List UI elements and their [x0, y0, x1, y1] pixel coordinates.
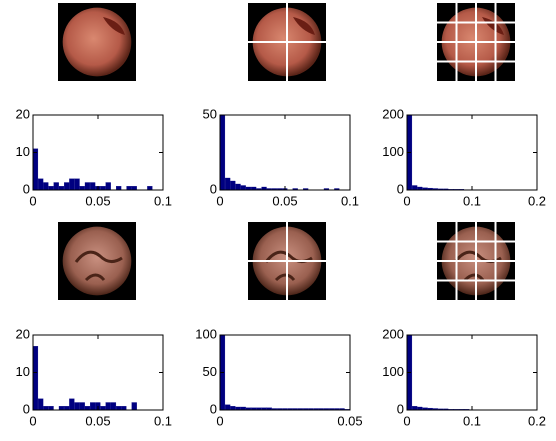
x-tick-label: 0.05: [85, 193, 110, 208]
histogram-bar: [100, 406, 106, 411]
histogram-bar: [147, 186, 153, 191]
x-tick-label: 0.2: [528, 413, 546, 428]
y-tick-label: 20: [16, 106, 30, 121]
histogram-panel: 0 50 100 0 0.05: [195, 326, 362, 428]
y-tick-label: 0: [23, 401, 30, 416]
x-tick-label: 0.1: [154, 193, 172, 208]
y-tick-label: 200: [382, 326, 404, 341]
histogram-bar: [58, 186, 65, 191]
x-tick-label: 0: [216, 413, 223, 428]
axes-background: [407, 115, 537, 190]
axes-background: [220, 115, 350, 190]
histogram-bar: [38, 398, 44, 411]
image-shadow: [293, 17, 315, 35]
histogram-bar: [116, 406, 122, 411]
x-tick-label: 0.05: [272, 193, 297, 208]
y-tick-label: 0: [210, 401, 217, 416]
histogram-bar: [58, 406, 65, 411]
y-tick-label: 100: [382, 364, 404, 379]
histogram-bar: [100, 186, 106, 191]
endoscopy-image: [62, 226, 132, 296]
histogram-bar: [131, 186, 137, 191]
x-tick-label: 0: [403, 193, 410, 208]
y-tick-label: 100: [382, 144, 404, 159]
x-tick-label: 0.1: [341, 193, 359, 208]
histogram-bar: [48, 186, 54, 191]
histogram-bar: [219, 114, 226, 191]
histogram-bar: [116, 186, 122, 191]
histogram-bar: [69, 178, 75, 191]
histogram-bar: [79, 402, 85, 411]
histogram-panel: 0 10 20 0 0.05 0.1: [16, 106, 173, 208]
x-tick-label: 0.05: [337, 413, 362, 428]
histogram-bar: [225, 404, 231, 411]
histogram-bar: [110, 402, 117, 411]
y-tick-label: 0: [23, 181, 30, 196]
histogram-bar: [32, 346, 39, 411]
y-tick-label: 100: [195, 326, 217, 341]
histogram-bar: [90, 402, 96, 411]
y-tick-label: 50: [203, 364, 217, 379]
histogram-bar: [38, 178, 44, 191]
image-fold: [74, 250, 123, 282]
histogram-bar: [126, 186, 132, 191]
histogram-bar: [105, 182, 111, 191]
x-tick-label: 0.1: [463, 413, 481, 428]
histogram-bar: [84, 182, 91, 191]
y-tick-label: 200: [382, 106, 404, 121]
x-tick-label: 0: [403, 413, 410, 428]
y-tick-label: 0: [210, 181, 217, 196]
y-tick-label: 0: [397, 401, 404, 416]
histogram-bar: [412, 406, 418, 411]
histogram-bar: [43, 406, 49, 411]
image-shadow: [103, 17, 125, 35]
y-tick-label: 0: [397, 181, 404, 196]
histogram-bar: [69, 398, 75, 411]
histogram-bar: [48, 406, 54, 411]
histogram-panel: 0 50 0 0.05 0.1: [203, 106, 360, 208]
histogram-bar: [79, 186, 85, 191]
x-tick-label: 0.1: [154, 413, 172, 428]
histogram-bar: [53, 182, 59, 191]
histogram-bar: [225, 177, 231, 191]
histogram-bar: [230, 406, 236, 411]
histogram-bar: [74, 178, 80, 191]
axes-background: [33, 115, 163, 190]
histogram-bar: [230, 180, 236, 191]
histogram-bar: [74, 402, 80, 411]
axes-background: [407, 335, 537, 410]
histogram-bar: [43, 182, 49, 191]
x-tick-label: 0.1: [463, 193, 481, 208]
histogram-bar: [32, 148, 39, 191]
y-tick-label: 10: [16, 144, 30, 159]
histogram-bar: [90, 182, 96, 191]
histogram-panel: 0 10 20 0 0.05 0.1: [16, 326, 173, 428]
histogram-bar: [64, 182, 70, 191]
endoscopy-image: [62, 7, 132, 77]
histogram-bar: [131, 402, 137, 411]
histogram-bar: [121, 406, 127, 411]
y-tick-label: 20: [16, 326, 30, 341]
x-tick-label: 0: [29, 193, 36, 208]
axes-background: [33, 335, 163, 410]
y-tick-label: 10: [16, 364, 30, 379]
x-tick-label: 0.05: [85, 413, 110, 428]
y-tick-label: 50: [203, 106, 217, 121]
histogram-bar: [412, 185, 418, 191]
histogram-panel: 0 100 200 0 0.1 0.2: [382, 106, 546, 208]
histogram-bar: [105, 402, 111, 411]
x-tick-label: 0: [29, 413, 36, 428]
axes-background: [220, 335, 350, 410]
histogram-bar: [240, 185, 246, 191]
histogram-bar: [235, 183, 241, 191]
x-tick-label: 0: [216, 193, 223, 208]
x-tick-label: 0.2: [528, 193, 546, 208]
histogram-bar: [84, 406, 91, 411]
histogram-panel: 0 100 200 0 0.1 0.2: [382, 326, 546, 428]
histogram-bar: [64, 406, 70, 411]
